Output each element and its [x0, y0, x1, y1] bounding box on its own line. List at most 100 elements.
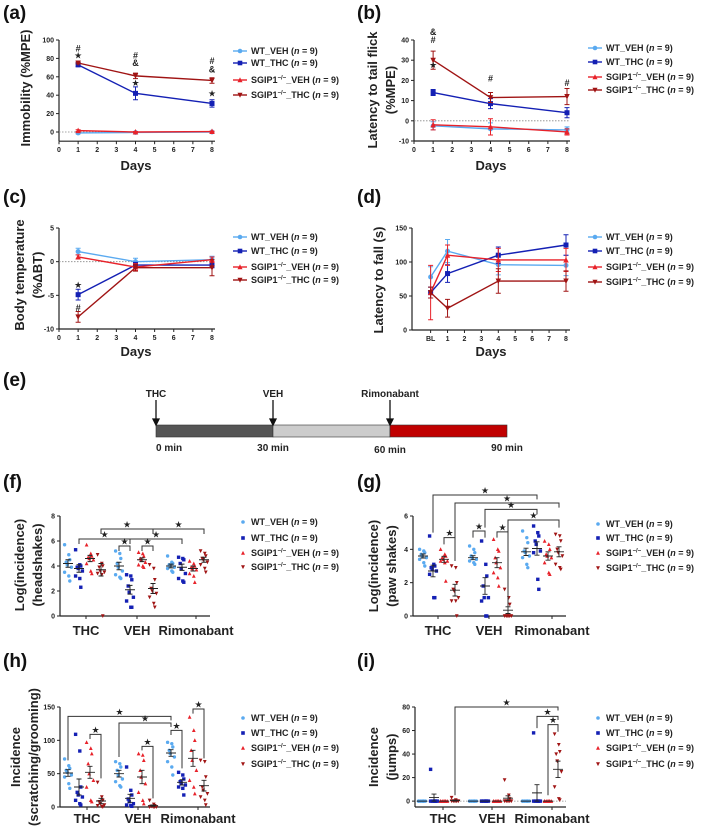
category-label: Rimonabant — [514, 623, 590, 638]
legend-item-wt_thc: WT_THC (n = 9) — [233, 246, 318, 256]
data-point — [154, 591, 159, 596]
significance-mark: ★ — [100, 530, 108, 540]
data-point — [62, 757, 67, 761]
legend-label-part: SGIP1 — [251, 759, 278, 769]
series-wt_veh — [75, 247, 215, 266]
data-point — [86, 761, 91, 766]
legend-label-part: n — [649, 713, 655, 723]
data-point — [136, 550, 141, 554]
timeline-time-0: 0 min — [156, 443, 182, 454]
data-point — [178, 561, 182, 566]
data-point — [491, 537, 496, 542]
data-point — [78, 576, 82, 581]
data-point — [100, 798, 105, 803]
significance-mark: ★ — [152, 530, 160, 540]
group-Rimonabant-wt_thc — [531, 524, 543, 592]
significance-mark: ★ — [549, 715, 557, 725]
significance-mark: # — [564, 78, 569, 88]
data-point — [209, 100, 215, 106]
legend-label-part: _VEH ( — [285, 743, 315, 753]
legend-label-part: n — [670, 262, 676, 272]
legend-label-part: _THC ( — [640, 277, 670, 287]
legend-label-part: _THC ( — [640, 563, 670, 573]
data-point — [498, 565, 503, 570]
legend-label-part: = 9) — [676, 563, 694, 573]
category-label: VEH — [479, 811, 506, 826]
data-point — [536, 577, 540, 582]
category-label: Rimonabant — [514, 811, 590, 826]
data-point — [486, 595, 491, 600]
data-point — [547, 572, 552, 577]
mean-sem-bar — [554, 546, 564, 558]
group-THC-sg_thc — [95, 553, 107, 619]
y-tick-label: 0 — [406, 799, 410, 806]
data-point — [202, 759, 207, 764]
legend-label-part: n — [649, 57, 655, 67]
y-axis-title-line: Body temperature — [12, 219, 27, 330]
data-point — [132, 73, 139, 79]
legend-label-part: = 9) — [655, 713, 673, 723]
data-point — [531, 799, 536, 803]
y-tick-label: 8 — [51, 514, 55, 521]
data-point — [430, 57, 436, 64]
legend-marker — [241, 565, 245, 570]
significance-bracket — [472, 530, 486, 538]
x-tick-label: 3 — [114, 147, 118, 154]
data-point — [183, 571, 188, 576]
group-VEH-sg_veh — [491, 799, 503, 803]
series-sg_thc — [75, 259, 215, 323]
data-point — [536, 530, 540, 535]
significance-mark: ★ — [115, 707, 123, 717]
legend-label-part: −/− — [633, 73, 642, 79]
data-point — [537, 587, 541, 592]
data-point — [75, 249, 81, 255]
legend-label-part: n — [670, 759, 676, 769]
legend-label-part: _VEH ( — [285, 262, 315, 272]
series-wt_veh — [430, 121, 570, 136]
series-line — [78, 129, 213, 133]
y-axis-title-line: Immobility (%MPE) — [18, 29, 33, 146]
legend: WT_VEH (n = 9)WT_THC (n = 9)SGIP1−/−_VEH… — [241, 517, 339, 572]
group-THC-sg_veh — [438, 547, 450, 583]
panel-label-e: (e) — [3, 370, 26, 391]
legend-label: WT_VEH (n = 9) — [606, 519, 673, 529]
significance-bracket — [432, 494, 538, 533]
legend-label-part: = 9) — [676, 759, 694, 769]
significance-bracket — [454, 706, 559, 796]
x-tick-label: 4 — [489, 147, 493, 154]
legend-label-part: WT_THC ( — [251, 246, 294, 256]
data-point — [428, 767, 433, 772]
data-point — [100, 564, 105, 569]
data-point — [526, 540, 530, 545]
legend-label: SGIP1−/−_VEH (n = 9) — [606, 743, 694, 753]
data-point — [467, 544, 472, 548]
y-axis-title-line: (headshakes) — [30, 523, 45, 606]
significance-bracket — [484, 508, 538, 528]
legend-label-part: = 9) — [300, 232, 318, 242]
group-Rimonabant-sg_thc — [553, 532, 565, 572]
legend-item-sg_thc: SGIP1−/−_THC (n = 9) — [241, 759, 339, 769]
mean-sem-bar — [480, 577, 490, 595]
legend-marker — [241, 550, 245, 555]
legend-label-part: = 9) — [655, 232, 673, 242]
x-tick-label: 0 — [412, 147, 416, 154]
mean-sem-bar — [137, 769, 147, 785]
y-axis-title-line: Incidence — [366, 727, 381, 787]
data-point — [190, 758, 195, 763]
y-axis-title: Latency to fall (s) — [371, 227, 386, 334]
data-point — [68, 766, 72, 771]
data-point — [191, 573, 196, 578]
data-point — [165, 566, 170, 571]
significance-mark: ★ — [143, 737, 151, 747]
significance-mark: ★ — [143, 537, 151, 547]
data-point — [100, 805, 105, 810]
data-point — [433, 595, 437, 600]
legend-label-part: −/− — [278, 276, 287, 282]
data-point — [187, 714, 192, 719]
data-point — [102, 570, 107, 575]
legend-label-part: WT_THC ( — [606, 57, 649, 67]
data-point — [564, 128, 570, 135]
category-label: VEH — [476, 623, 503, 638]
legend-label-part: = 9) — [321, 90, 339, 100]
data-point — [485, 574, 489, 578]
